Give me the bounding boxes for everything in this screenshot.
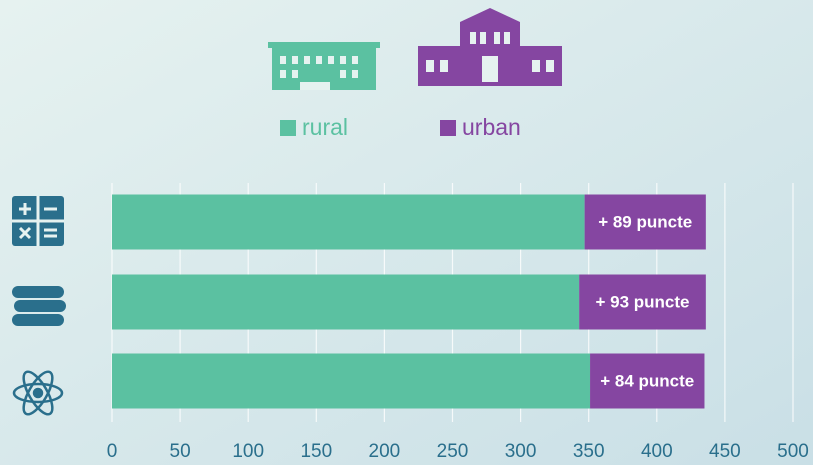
legend-label: rural <box>302 114 348 140</box>
math-icon <box>12 196 64 246</box>
x-tick-label: 500 <box>777 441 809 462</box>
bar-segment <box>584 194 706 250</box>
legend-swatch <box>280 120 296 136</box>
bar-segment <box>579 274 706 330</box>
x-tick-label: 0 <box>107 441 118 462</box>
legend-label: urban <box>462 114 521 140</box>
x-tick-label: 300 <box>505 441 537 462</box>
legend-swatch <box>440 120 456 136</box>
x-tick-label: 200 <box>369 441 401 462</box>
x-tick-label: 150 <box>300 441 332 462</box>
x-tick-label: 250 <box>437 441 469 462</box>
value-label: + 93 puncte <box>595 292 689 311</box>
x-tick-label: 350 <box>573 441 605 462</box>
bar-segment <box>112 274 580 330</box>
atom-icon <box>12 370 64 416</box>
urban-school-icon <box>418 8 562 86</box>
bar-segment <box>590 353 705 409</box>
rural-school-icon <box>268 42 380 90</box>
value-label: + 89 puncte <box>598 212 692 231</box>
value-label: + 84 puncte <box>600 371 694 390</box>
x-tick-label: 100 <box>232 441 264 462</box>
books-icon <box>12 286 66 326</box>
x-tick-label: 450 <box>709 441 741 462</box>
x-tick-label: 50 <box>170 441 191 462</box>
bar-segment <box>112 353 591 409</box>
bar-segment <box>112 194 585 250</box>
x-tick-label: 400 <box>641 441 673 462</box>
